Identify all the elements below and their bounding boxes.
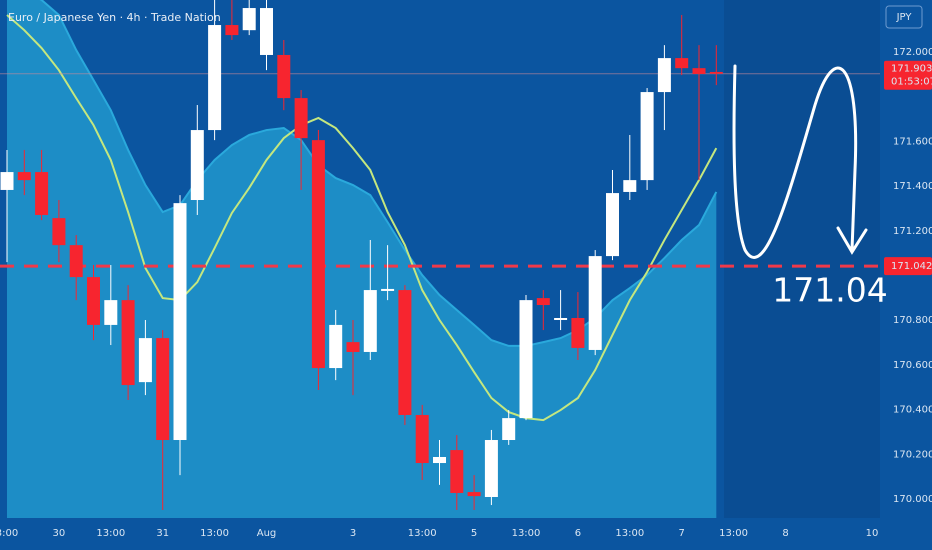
candle-body — [536, 298, 550, 306]
candle-body — [606, 193, 619, 257]
candle-body — [709, 71, 723, 74]
plot-area — [0, 0, 880, 518]
x-tick-label: 13:00 — [615, 528, 644, 539]
candle-body — [242, 8, 256, 31]
candle-body — [363, 290, 377, 352]
candle-body — [208, 25, 222, 131]
x-tick-label: 31 — [156, 528, 169, 539]
candle-body — [121, 300, 135, 386]
candle-body — [588, 256, 602, 350]
candle-body — [35, 172, 49, 215]
x-tick-label: 30 — [53, 528, 66, 539]
arrow-drawing — [732, 64, 868, 259]
x-tick-label: 13:00 — [512, 528, 541, 539]
x-tick-label: 13:00 — [408, 528, 437, 539]
candle-body — [311, 140, 325, 369]
target-label: 171.04 — [772, 271, 887, 310]
x-tick-label: 13:00 — [96, 528, 125, 539]
candle-body — [692, 68, 706, 74]
candle-body — [156, 338, 170, 441]
x-tick-label: 7 — [679, 528, 685, 539]
x-tick-label: 3 — [350, 528, 356, 539]
currency[interactable]: JPY — [896, 12, 913, 23]
x-tick-label: 13:00 — [200, 528, 229, 539]
y-tick-label: 171.600 — [893, 136, 932, 147]
candle-body — [87, 277, 100, 325]
candle-body — [260, 8, 273, 55]
candle-body — [277, 54, 291, 99]
chart-title: Euro / Japanese Yen · 4h · Trade Nation — [8, 11, 221, 24]
future-area — [724, 0, 880, 518]
candle-body — [104, 300, 118, 325]
candle-body — [225, 25, 239, 36]
candle-body — [17, 172, 31, 181]
candle-body — [69, 245, 83, 278]
candle-body — [190, 130, 204, 201]
x-tick-label: 3:00 — [0, 528, 18, 539]
last-price-tag — [884, 60, 932, 90]
y-tick-label: 170.600 — [893, 360, 932, 371]
candle-body — [433, 456, 446, 464]
y-tick-label: 170.200 — [893, 449, 932, 460]
axes: 172.000 171.600 171.400 171.200 170.800 170.6… — [0, 47, 932, 539]
y-tick-label: 172.000 — [893, 47, 932, 58]
candle-body — [138, 338, 152, 383]
x-tick-label: 6 — [575, 528, 581, 539]
candle-body — [415, 414, 429, 464]
countdown-label: 01:53:07 — [891, 77, 932, 88]
candle-body — [450, 450, 464, 493]
average-line — [6, 14, 718, 422]
candle-body — [52, 218, 66, 246]
y-tick-label: 170.000 — [893, 494, 932, 505]
candle-body — [329, 324, 343, 369]
last-price-label: 171.903 — [891, 64, 932, 75]
candle-body — [640, 92, 654, 181]
y-tick-label: 171.400 — [893, 181, 932, 192]
candle-body — [294, 98, 308, 139]
level-tag — [884, 257, 932, 276]
y-tick-label: 170.800 — [893, 315, 932, 326]
candle-body — [484, 440, 498, 497]
y-tick-label: 170.400 — [893, 405, 932, 416]
candle-body — [381, 288, 395, 291]
candle-body — [467, 492, 481, 497]
y-tick-label: 171.200 — [893, 226, 932, 237]
level-label: 171.042 — [891, 261, 932, 272]
candle-body — [675, 58, 689, 69]
x-tick-label: 5 — [471, 528, 477, 539]
x-tick-label: Aug — [257, 528, 277, 539]
currency-box[interactable] — [885, 5, 923, 29]
candle-body — [657, 58, 671, 93]
candle-body — [571, 317, 585, 348]
candle-body — [623, 180, 637, 192]
candle-body — [519, 300, 533, 419]
candle-body — [173, 203, 187, 441]
x-tick-label: 13:00 — [719, 528, 748, 539]
candle-body — [554, 317, 568, 321]
x-tick-label: 10 — [866, 528, 879, 539]
candle-body — [502, 418, 516, 441]
candle-body — [398, 290, 412, 415]
candle-body — [346, 342, 360, 352]
x-tick-label: 8 — [782, 528, 788, 539]
candle-body — [0, 172, 14, 190]
